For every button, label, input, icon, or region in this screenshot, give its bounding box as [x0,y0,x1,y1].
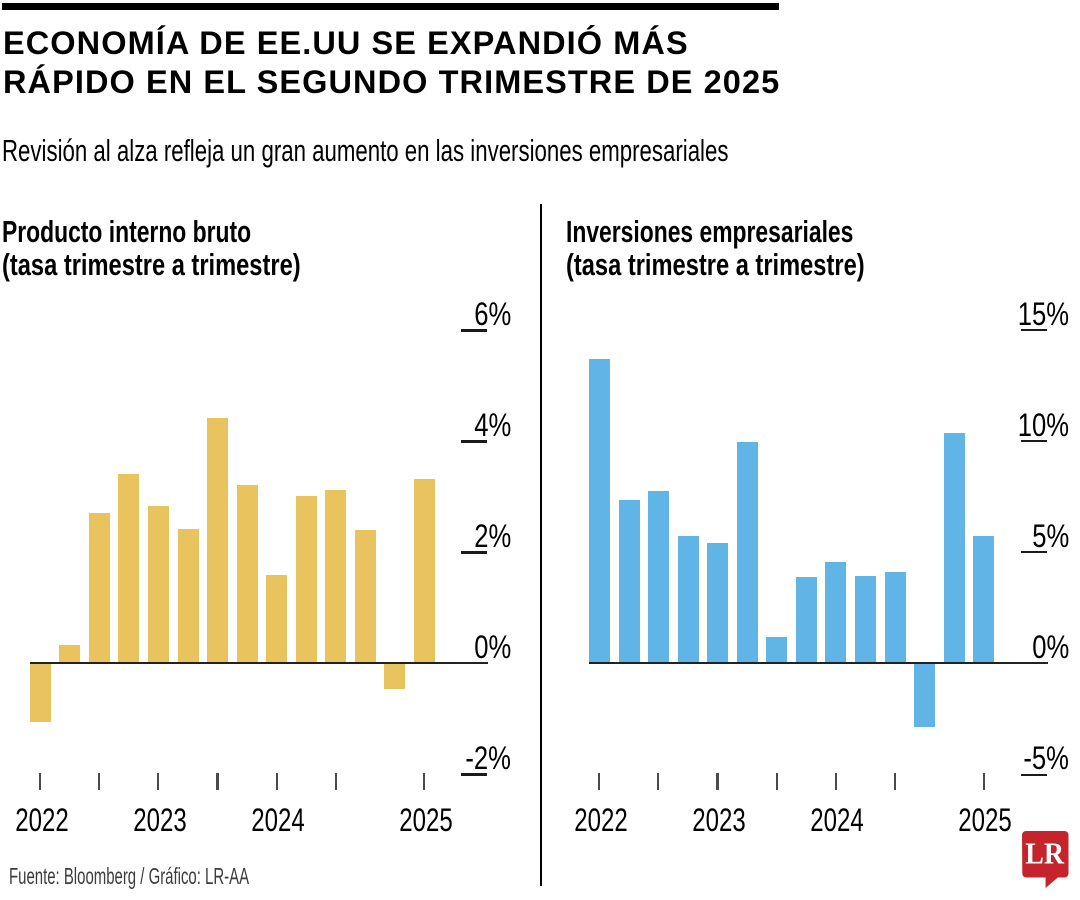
svg-text:LR: LR [1025,837,1064,871]
